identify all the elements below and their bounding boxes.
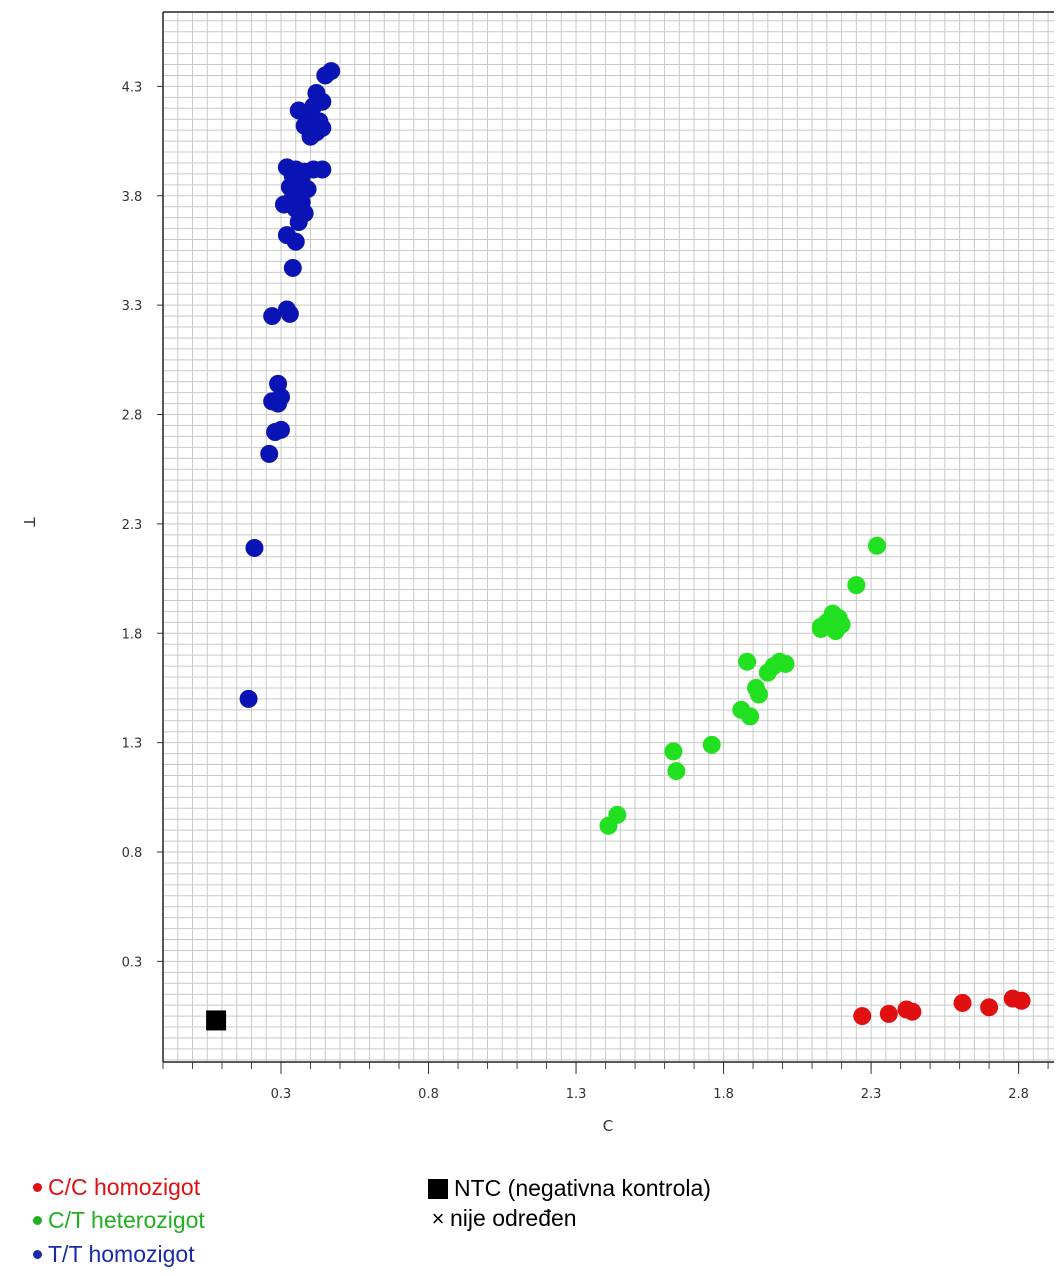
legend-label-undetermined: nije određen xyxy=(450,1205,577,1231)
scatter-point xyxy=(847,576,866,595)
red-dot-icon xyxy=(33,1183,42,1192)
legend-item-ct: C/T heterozigot xyxy=(33,1207,205,1234)
x-tick-label: 1.3 xyxy=(566,1087,587,1102)
scatter-point xyxy=(280,304,299,323)
scatter-point xyxy=(269,394,288,413)
scatter-point xyxy=(826,622,845,641)
scatter-point xyxy=(738,652,757,671)
scatter-point xyxy=(239,689,258,708)
scatter-point xyxy=(263,307,282,326)
legend-item-undetermined: × nije određen xyxy=(428,1205,577,1232)
scatter-point xyxy=(266,423,285,441)
x-tick-label: 1.8 xyxy=(713,1087,734,1102)
scatter-point xyxy=(1012,991,1031,1010)
legend-item-tt: T/T homozigot xyxy=(33,1241,195,1268)
scatter-point xyxy=(316,66,335,85)
grid-layer xyxy=(162,12,1054,1062)
black-square-icon xyxy=(428,1178,448,1199)
points-layer xyxy=(206,62,1031,1031)
scatter-point xyxy=(980,998,999,1017)
scatter-plot: 0.3 0.8 1.3 1.8 2.3 2.8 0.3 0.8 1.3 1.8 2.3 2.8 3.3 3… xyxy=(20,11,1054,1135)
scatter-point xyxy=(289,213,308,231)
y-tick-label: 1.3 xyxy=(122,737,143,752)
scatter-point xyxy=(853,1007,872,1026)
legend-label-cc: C/C homozigot xyxy=(48,1174,201,1200)
scatter-point xyxy=(749,685,768,704)
y-tick-label: 2.8 xyxy=(122,409,143,424)
blue-dot-icon xyxy=(33,1250,42,1259)
x-tick-label: 2.3 xyxy=(861,1087,882,1102)
scatter-point xyxy=(313,118,332,137)
scatter-point xyxy=(741,707,760,726)
legend-item-cc: C/C homozigot xyxy=(33,1174,200,1201)
ntc-square-point xyxy=(206,1010,227,1031)
scatter-point xyxy=(313,160,332,179)
y-axis-label: T xyxy=(20,516,38,527)
scatter-point xyxy=(599,816,618,835)
y-tick-label: 3.3 xyxy=(122,299,143,314)
scatter-point xyxy=(867,536,886,555)
legend-label-ct: C/T heterozigot xyxy=(48,1207,205,1233)
y-tick-label: 0.3 xyxy=(122,955,143,970)
legend-item-ntc: NTC (negativna kontrola) xyxy=(428,1175,711,1202)
scatter-point xyxy=(811,619,830,638)
y-tick-label: 1.8 xyxy=(122,627,143,642)
scatter-point xyxy=(245,538,264,557)
scatter-point xyxy=(953,993,972,1012)
scatter-point xyxy=(903,1002,922,1021)
scatter-point xyxy=(702,735,721,754)
x-tick-label: 0.8 xyxy=(418,1087,439,1102)
scatter-point xyxy=(283,258,302,277)
legend-label-tt: T/T homozigot xyxy=(48,1241,195,1267)
y-tick-label: 0.8 xyxy=(122,846,143,861)
axes-layer: 0.3 0.8 1.3 1.8 2.3 2.8 0.3 0.8 1.3 1.8 2.3 2.8 3.3 3… xyxy=(122,11,1054,1102)
scatter-point xyxy=(879,1004,898,1023)
y-tick-label: 4.3 xyxy=(122,80,143,95)
x-axis-label: C xyxy=(603,1117,613,1135)
scatter-point xyxy=(667,762,686,781)
x-tick-label: 2.8 xyxy=(1008,1087,1029,1102)
scatter-point xyxy=(664,742,683,761)
scatter-point xyxy=(260,444,279,463)
scatter-point xyxy=(286,232,305,251)
x-tick-label: 0.3 xyxy=(271,1087,292,1102)
y-tick-label: 3.8 xyxy=(122,190,143,205)
cross-icon: × xyxy=(431,1205,445,1231)
y-tick-label: 2.3 xyxy=(122,518,143,533)
legend-label-ntc: NTC (negativna kontrola) xyxy=(454,1175,711,1201)
green-dot-icon xyxy=(33,1216,42,1225)
scatter-point xyxy=(758,663,777,682)
